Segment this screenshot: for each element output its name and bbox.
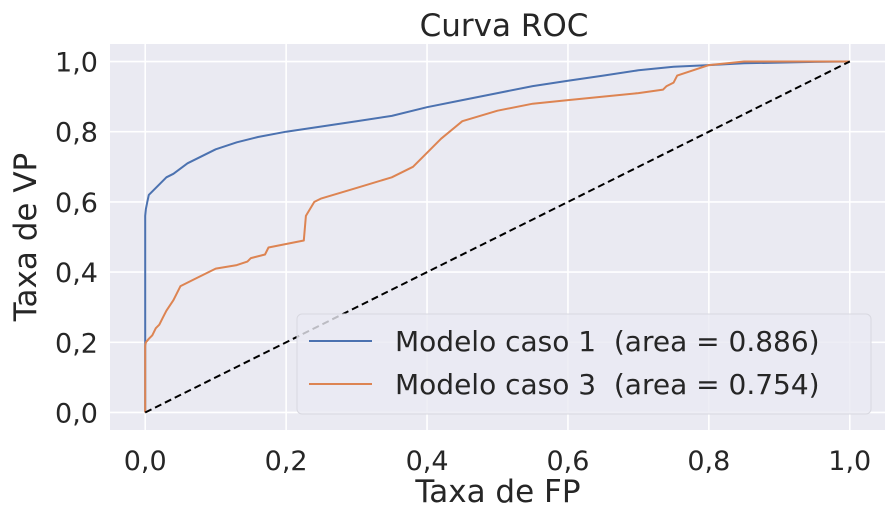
series-line-2 <box>144 60 850 413</box>
x-tick-label: 0,2 <box>265 446 308 477</box>
diagonal-reference-line <box>144 60 851 414</box>
x-tick-label: 0,0 <box>124 446 167 477</box>
x-tick-label: 0,6 <box>546 446 589 477</box>
x-tick-label: 0,4 <box>406 446 449 477</box>
y-tick-label: 0,2 <box>55 328 98 359</box>
series-line-1 <box>144 60 850 413</box>
x-tick-label: 1,0 <box>828 446 871 477</box>
legend: Modelo caso 1 (area = 0.886) Modelo caso … <box>296 313 872 415</box>
x-axis-label: Taxa de FP <box>414 474 580 510</box>
series-layer <box>144 60 851 414</box>
legend-box <box>296 313 872 415</box>
y-tick-label: 0,0 <box>55 398 98 429</box>
x-tick-label: 0,8 <box>687 446 730 477</box>
y-tick-labels: 0,0 0,2 0,4 0,6 0,8 1,0 <box>55 48 98 430</box>
y-tick-label: 0,8 <box>55 118 98 149</box>
y-tick-label: 0,4 <box>55 258 98 289</box>
y-tick-label: 1,0 <box>55 48 98 79</box>
legend-label: Modelo caso 1 (area = 0.886) <box>395 325 820 358</box>
legend-label: Modelo caso 3 (area = 0.754) <box>395 368 820 401</box>
chart-title: Curva ROC <box>420 8 589 44</box>
y-axis-label: Taxa de VP <box>8 153 44 323</box>
x-tick-labels: 0,0 0,2 0,4 0,6 0,8 1,0 <box>124 446 871 477</box>
y-tick-label: 0,6 <box>55 188 98 219</box>
